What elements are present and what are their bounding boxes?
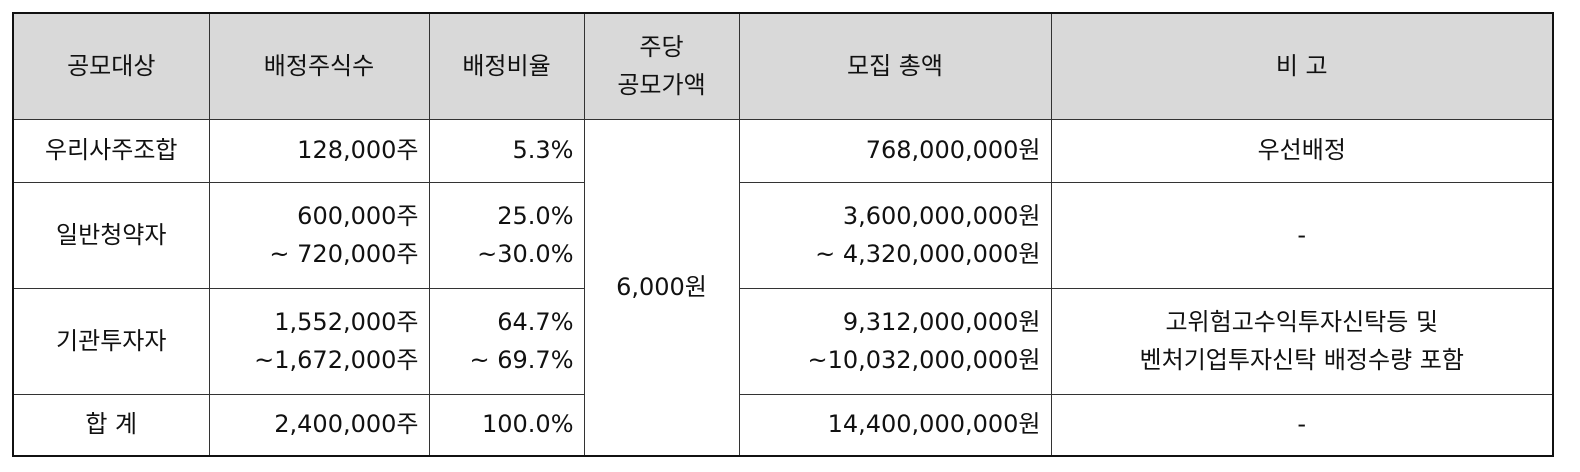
ratio-value: ~30.0%: [477, 239, 574, 268]
total-value: 3,600,000,000원: [842, 202, 1041, 231]
header-total: 모집 총액: [738, 12, 1052, 120]
total-cell: 768,000,000원: [738, 119, 1052, 183]
ratio-cell: 100.0%: [428, 394, 585, 457]
target-cell: 우리사주조합: [12, 119, 210, 183]
ratio-cell: 5.3%: [428, 119, 585, 183]
note-value: -: [1297, 410, 1307, 439]
target-cell: 합 계: [12, 394, 210, 457]
total-cell: 9,312,000,000원 ~10,032,000,000원: [738, 288, 1052, 395]
note-value: -: [1297, 220, 1307, 249]
ratio-cell: 25.0% ~30.0%: [428, 182, 585, 289]
ratio-value: ~ 69.7%: [469, 345, 574, 374]
total-cell: 3,600,000,000원 ~ 4,320,000,000원: [738, 182, 1052, 289]
table-row: 우리사주조합 128,000주 5.3% 6,000원 768,000,000원…: [12, 119, 1554, 457]
shares-cell: 1,552,000주 ~1,672,000주: [208, 288, 430, 395]
ratio-cell: 64.7% ~ 69.7%: [428, 288, 585, 395]
total-row: 합 계 2,400,000주 100.0% 14,400,000,000원 -: [12, 394, 1554, 457]
header-price-line2: 공모가액: [617, 70, 706, 99]
header-shares: 배정주식수: [208, 12, 430, 120]
table-row: 일반청약자 600,000주 ~ 720,000주 25.0% ~30.0% 3…: [12, 182, 1554, 289]
shares-value: 600,000주: [297, 202, 419, 231]
ratio-value: 64.7%: [497, 308, 574, 337]
total-value: 9,312,000,000원: [842, 308, 1041, 337]
shares-cell: 600,000주 ~ 720,000주: [208, 182, 430, 289]
header-price: 주당 공모가액: [583, 12, 740, 120]
shares-cell: 128,000주: [208, 119, 430, 183]
header-note: 비 고: [1050, 12, 1554, 120]
shares-value: 1,552,000주: [274, 308, 419, 337]
total-value: 14,400,000,000원: [827, 410, 1041, 439]
note-value: 우선배정: [1257, 136, 1346, 165]
allocation-table: 공모대상 배정주식수 배정비율 주당 공모가액 모집 총액 비 고 우리사주조합…: [12, 12, 1554, 457]
header-target: 공모대상: [12, 12, 210, 120]
shares-cell: 2,400,000주: [208, 394, 430, 457]
ratio-value: 100.0%: [481, 410, 574, 439]
total-cell: 14,400,000,000원: [738, 394, 1052, 457]
header-price-line1: 주당: [639, 33, 684, 62]
note-value: 벤처기업투자신탁 배정수량 포함: [1139, 345, 1464, 374]
shares-value: ~1,672,000주: [254, 345, 419, 374]
note-cell: 우선배정: [1050, 119, 1554, 183]
total-value: 768,000,000원: [865, 136, 1041, 165]
note-cell: 고위험고수익투자신탁등 및 벤처기업투자신탁 배정수량 포함: [1050, 288, 1554, 395]
header-row: 공모대상 배정주식수 배정비율 주당 공모가액 모집 총액 비 고: [12, 12, 1554, 120]
shares-value: 128,000주: [297, 136, 419, 165]
ratio-value: 25.0%: [497, 202, 574, 231]
price-cell: 6,000원: [583, 119, 740, 457]
header-ratio: 배정비율: [428, 12, 585, 120]
note-cell: -: [1050, 394, 1554, 457]
target-cell: 일반청약자: [12, 182, 210, 289]
note-cell: -: [1050, 182, 1554, 289]
target-cell: 기관투자자: [12, 288, 210, 395]
shares-value: ~ 720,000주: [269, 239, 419, 268]
ratio-value: 5.3%: [512, 136, 574, 165]
total-value: ~10,032,000,000원: [807, 345, 1041, 374]
table-row: 기관투자자 1,552,000주 ~1,672,000주 64.7% ~ 69.…: [12, 288, 1554, 395]
shares-value: 2,400,000주: [274, 410, 419, 439]
note-value: 고위험고수익투자신탁등 및: [1165, 308, 1439, 337]
total-value: ~ 4,320,000,000원: [815, 239, 1041, 268]
